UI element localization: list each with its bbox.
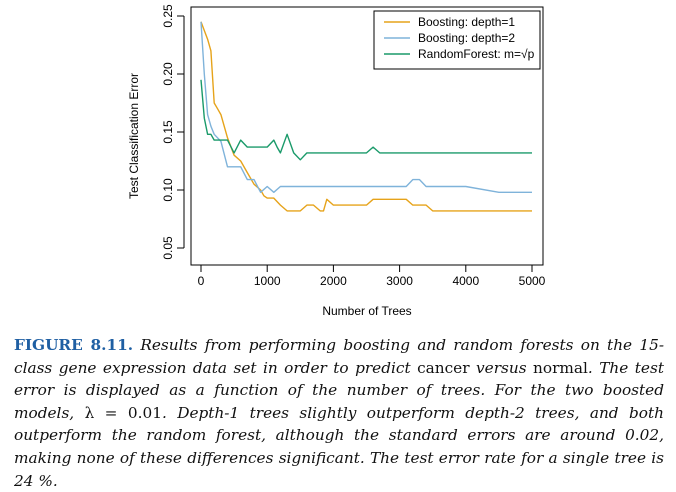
x-tick-label: 2000 (320, 274, 347, 288)
legend-box (373, 10, 541, 70)
series-lines (200, 21, 532, 212)
caption-text-3: . The test error is displayed as a funct… (14, 358, 664, 422)
x-axis-label: Number of Trees (322, 304, 411, 318)
y-tick-label: 0.15 (161, 120, 175, 144)
series-line-3 (200, 79, 532, 161)
legend: Boosting: depth=1 Boosting: depth=2 Random… (373, 10, 541, 70)
caption-lambda: λ = 0.01 (84, 403, 162, 422)
y-tick-label: 0.25 (161, 4, 175, 28)
x-tick-label: 3000 (386, 274, 413, 288)
caption-word-normal: normal (533, 358, 588, 377)
chart: 0.05 0.10 0.15 0.20 0.25 0 1000 2000 3000 4000 50… (127, 4, 546, 318)
figure-label: FIGURE 8.11. (14, 336, 134, 354)
figure-caption: FIGURE 8.11. Results from performing boo… (14, 334, 664, 492)
legend-label-3: RandomForest: m=√p (418, 47, 535, 61)
caption-text-1: Results from performing boosting and ran… (14, 336, 664, 377)
x-axis: 0 1000 2000 3000 4000 5000 (198, 264, 546, 288)
y-axis: 0.05 0.10 0.15 0.20 0.25 (161, 4, 185, 260)
legend-label-2: Boosting: depth=2 (418, 31, 515, 45)
caption-word-cancer: cancer (417, 358, 470, 377)
series-line-1 (200, 21, 532, 212)
y-tick-label: 0.10 (161, 178, 175, 202)
y-axis-label: Test Classification Error (127, 73, 141, 199)
series-line-2 (200, 21, 532, 194)
x-tick-label: 0 (198, 274, 205, 288)
x-tick-label: 1000 (254, 274, 281, 288)
caption-text-2: versus (469, 358, 534, 377)
x-tick-label: 4000 (452, 274, 479, 288)
y-tick-label: 0.05 (161, 236, 175, 260)
y-tick-label: 0.20 (161, 62, 175, 86)
legend-label-1: Boosting: depth=1 (418, 15, 515, 29)
x-tick-label: 5000 (519, 274, 546, 288)
